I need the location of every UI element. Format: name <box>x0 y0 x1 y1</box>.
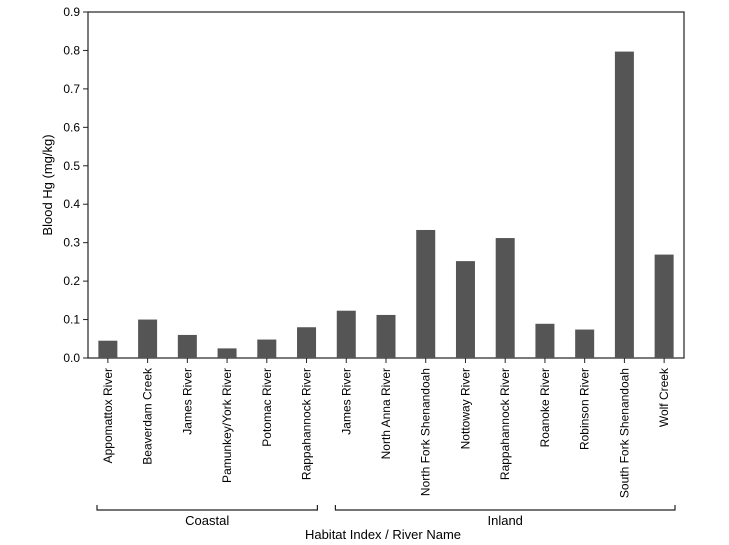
bar <box>535 323 555 358</box>
y-tick-label: 0.5 <box>63 159 80 173</box>
bar <box>177 334 197 358</box>
plot-frame <box>87 11 685 359</box>
bar <box>654 254 674 358</box>
y-tick-label: 0.9 <box>63 5 80 19</box>
group-bracket <box>334 505 676 511</box>
y-tick-label: 0.2 <box>63 274 80 288</box>
group-bracket <box>96 505 318 511</box>
group-label: Coastal <box>185 513 229 528</box>
y-axis: 0.0 0.1 0.2 0.3 0.4 0.5 0.6 0.7 0.8 0.9 <box>63 5 88 365</box>
x-tick-label: North Fork Shenandoah <box>419 368 433 496</box>
bar-series <box>98 51 674 358</box>
x-axis-labels: Appomattox River Beaverdam Creek James Riv… <box>101 358 671 498</box>
x-tick-label: James River <box>180 368 194 435</box>
group-label: Inland <box>487 513 522 528</box>
x-tick-label: South Fork Shenandoah <box>617 368 631 498</box>
bar <box>257 339 277 358</box>
y-tick-label: 0.4 <box>63 197 80 211</box>
y-axis-title: Blood Hg (mg/kg) <box>40 134 55 235</box>
bar <box>495 238 515 358</box>
x-tick-label: Beaverdam Creek <box>141 367 155 465</box>
x-tick-label: Robinson River <box>578 368 592 450</box>
x-tick-label: Nottoway River <box>458 368 472 449</box>
y-tick-label: 0.1 <box>63 313 80 327</box>
x-tick-label: Pamunkey/York River <box>220 368 234 483</box>
x-tick-label: Potomac River <box>260 368 274 447</box>
bar <box>575 329 595 358</box>
bar <box>455 261 475 358</box>
y-tick-label: 0.0 <box>63 351 80 365</box>
x-tick-label: North Anna River <box>379 368 393 459</box>
x-tick-label: Wolf Creek <box>657 367 671 427</box>
x-tick-label: Appomattox River <box>101 368 115 463</box>
y-tick-label: 0.8 <box>63 43 80 57</box>
bar <box>138 319 158 358</box>
x-tick-label: Rappahannock River <box>300 368 314 480</box>
bar <box>416 229 436 358</box>
y-tick-label: 0.3 <box>63 236 80 250</box>
x-tick-label: James River <box>339 368 353 435</box>
bar <box>98 340 118 358</box>
x-tick-label: Rappahannock River <box>498 368 512 480</box>
group-brackets: Coastal Inland <box>96 505 676 528</box>
bar <box>614 51 634 358</box>
bar <box>217 348 237 358</box>
x-tick-label: Roanoke River <box>538 368 552 447</box>
bar <box>376 314 396 358</box>
y-tick-label: 0.6 <box>63 120 80 134</box>
bar <box>336 310 356 358</box>
bar <box>297 327 317 358</box>
y-tick-label: 0.7 <box>63 82 80 96</box>
x-axis-title: Habitat Index / River Name <box>305 527 461 542</box>
